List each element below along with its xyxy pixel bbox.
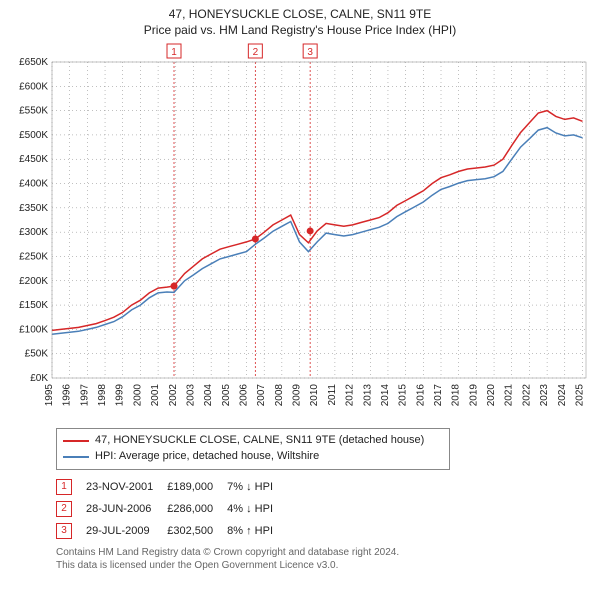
svg-text:2004: 2004	[203, 384, 214, 407]
svg-text:£250K: £250K	[19, 252, 48, 263]
event-row: 2 28-JUN-2006 £286,000 4% ↓ HPI	[56, 498, 287, 520]
svg-text:£200K: £200K	[19, 276, 48, 287]
svg-text:3: 3	[307, 47, 313, 58]
svg-text:1999: 1999	[115, 384, 126, 407]
svg-text:£100K: £100K	[19, 325, 48, 336]
svg-text:2: 2	[253, 47, 259, 58]
svg-text:2014: 2014	[380, 384, 391, 407]
event-delta-1: 7% ↓ HPI	[227, 476, 287, 498]
svg-text:2022: 2022	[521, 384, 532, 407]
event-amount-3: £302,500	[167, 520, 227, 542]
svg-text:£650K: £650K	[19, 57, 48, 68]
svg-text:2006: 2006	[239, 384, 250, 407]
svg-text:£400K: £400K	[19, 179, 48, 190]
svg-text:2016: 2016	[415, 384, 426, 407]
svg-text:2018: 2018	[451, 384, 462, 407]
svg-text:£500K: £500K	[19, 130, 48, 141]
svg-text:2010: 2010	[309, 384, 320, 407]
svg-text:£50K: £50K	[25, 349, 49, 360]
event-marker-2: 2	[56, 501, 72, 517]
event-date-3: 29-JUL-2009	[86, 520, 167, 542]
svg-text:£600K: £600K	[19, 82, 48, 93]
event-marker-3: 3	[56, 523, 72, 539]
chart-title: 47, HONEYSUCKLE CLOSE, CALNE, SN11 9TE P…	[8, 6, 592, 38]
figure-container: 47, HONEYSUCKLE CLOSE, CALNE, SN11 9TE P…	[0, 0, 600, 590]
svg-text:2012: 2012	[345, 384, 356, 407]
footer-line-1: Contains HM Land Registry data © Crown c…	[56, 546, 592, 559]
svg-text:2013: 2013	[362, 384, 373, 407]
event-amount-1: £189,000	[167, 476, 227, 498]
svg-text:1996: 1996	[62, 384, 73, 407]
legend-item-red: 47, HONEYSUCKLE CLOSE, CALNE, SN11 9TE (…	[63, 433, 443, 449]
svg-text:1998: 1998	[97, 384, 108, 407]
svg-text:2019: 2019	[468, 384, 479, 407]
footer-note: Contains HM Land Registry data © Crown c…	[56, 546, 592, 572]
event-date-2: 28-JUN-2006	[86, 498, 167, 520]
svg-text:2025: 2025	[574, 384, 585, 407]
svg-text:2003: 2003	[185, 384, 196, 407]
svg-text:1: 1	[171, 47, 177, 58]
events-table: 1 23-NOV-2001 £189,000 7% ↓ HPI 2 28-JUN…	[56, 476, 592, 542]
svg-text:2007: 2007	[256, 384, 267, 407]
svg-text:2001: 2001	[150, 384, 161, 407]
svg-text:£0K: £0K	[30, 373, 48, 384]
legend-swatch-blue	[63, 456, 89, 458]
svg-text:2000: 2000	[132, 384, 143, 407]
svg-text:2011: 2011	[327, 384, 338, 406]
svg-text:2023: 2023	[539, 384, 550, 407]
event-row: 3 29-JUL-2009 £302,500 8% ↑ HPI	[56, 520, 287, 542]
svg-text:£550K: £550K	[19, 106, 48, 117]
event-date-1: 23-NOV-2001	[86, 476, 167, 498]
svg-text:2009: 2009	[292, 384, 303, 407]
footer-line-2: This data is licensed under the Open Gov…	[56, 559, 592, 572]
svg-text:2015: 2015	[398, 384, 409, 407]
svg-text:1997: 1997	[79, 384, 90, 407]
legend-label-red: 47, HONEYSUCKLE CLOSE, CALNE, SN11 9TE (…	[95, 433, 424, 449]
svg-text:£300K: £300K	[19, 228, 48, 239]
event-marker-1: 1	[56, 479, 72, 495]
legend-swatch-red	[63, 440, 89, 442]
svg-text:2008: 2008	[274, 384, 285, 407]
title-line-1: 47, HONEYSUCKLE CLOSE, CALNE, SN11 9TE	[8, 6, 592, 22]
svg-text:1995: 1995	[44, 384, 55, 407]
event-delta-3: 8% ↑ HPI	[227, 520, 287, 542]
legend-box: 47, HONEYSUCKLE CLOSE, CALNE, SN11 9TE (…	[56, 428, 450, 470]
legend-label-blue: HPI: Average price, detached house, Wilt…	[95, 449, 319, 465]
svg-text:2005: 2005	[221, 384, 232, 407]
svg-text:2017: 2017	[433, 384, 444, 407]
title-line-2: Price paid vs. HM Land Registry's House …	[8, 22, 592, 38]
event-amount-2: £286,000	[167, 498, 227, 520]
line-chart: £0K £50K £100K £150K £200K £250K £300K £350K £40…	[8, 40, 592, 420]
legend-item-blue: HPI: Average price, detached house, Wilt…	[63, 449, 443, 465]
svg-text:£150K: £150K	[19, 300, 48, 311]
event-row: 1 23-NOV-2001 £189,000 7% ↓ HPI	[56, 476, 287, 498]
svg-text:2020: 2020	[486, 384, 497, 407]
event-delta-2: 4% ↓ HPI	[227, 498, 287, 520]
svg-text:2002: 2002	[168, 384, 179, 407]
svg-text:£450K: £450K	[19, 155, 48, 166]
svg-text:2024: 2024	[557, 384, 568, 407]
chart-area: £0K £50K £100K £150K £200K £250K £300K £350K £40…	[8, 40, 592, 420]
svg-text:2021: 2021	[504, 384, 515, 407]
svg-text:£350K: £350K	[19, 203, 48, 214]
